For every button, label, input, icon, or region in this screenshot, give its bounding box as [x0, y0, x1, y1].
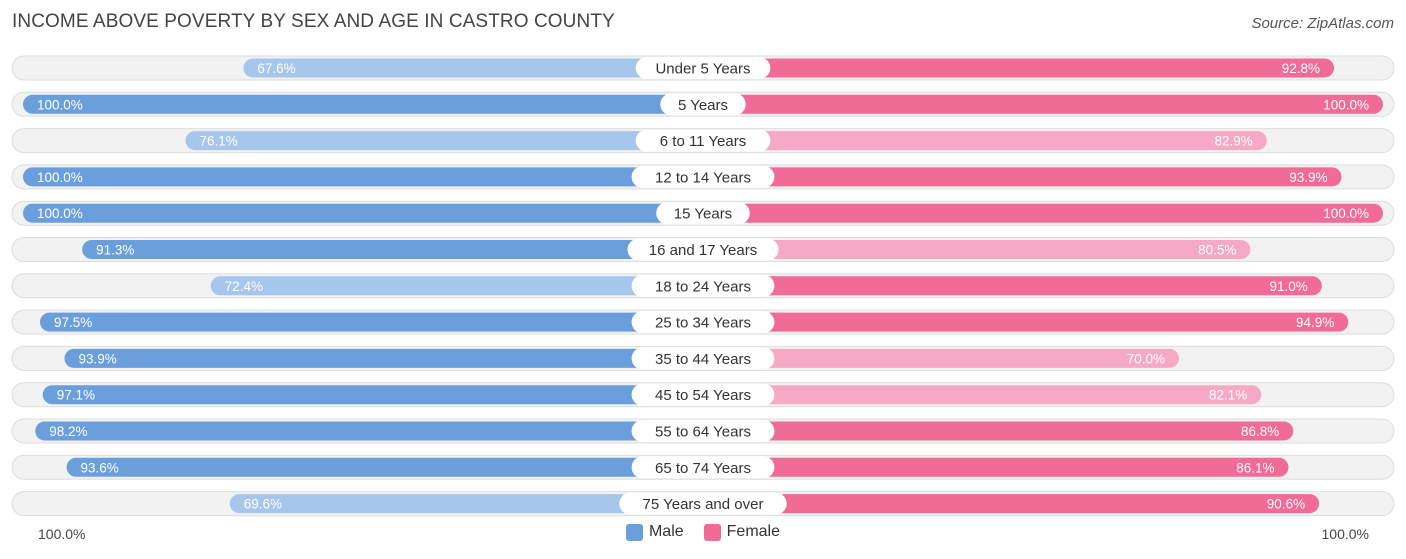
bar-male — [229, 494, 703, 514]
value-label-female: 70.0% — [1127, 351, 1165, 366]
legend-swatch-male — [625, 523, 643, 541]
bar-chart: 67.6% 92.8% Under 5 Years 100.0% 100.0% 5 Yea… — [11, 55, 1395, 517]
value-label-female: 90.6% — [1267, 497, 1305, 512]
legend: Male Female — [0, 523, 1406, 541]
value-label-male: 98.2% — [49, 424, 87, 439]
category-pill — [631, 274, 775, 297]
value-label-male: 69.6% — [244, 497, 282, 512]
value-label-male: 100.0% — [37, 97, 83, 112]
category-label: 5 Years — [678, 97, 728, 114]
value-label-male: 72.4% — [225, 279, 263, 294]
category-label: 6 to 11 Years — [660, 133, 746, 150]
bar-male — [42, 385, 704, 405]
value-label-female: 82.1% — [1209, 388, 1247, 403]
bar-female — [703, 421, 1294, 441]
value-label-male: 76.1% — [200, 134, 238, 149]
bar-male — [35, 421, 704, 441]
value-label-female: 100.0% — [1323, 97, 1369, 112]
bar-male — [64, 348, 704, 368]
bar-female — [703, 203, 1383, 223]
category-pill — [631, 420, 775, 442]
bar-male — [23, 94, 703, 114]
category-pill — [631, 383, 775, 406]
category-label: 18 to 24 Years — [655, 278, 751, 295]
value-label-male: 93.6% — [81, 460, 119, 475]
value-label-male: 93.9% — [78, 351, 116, 366]
bar-male — [185, 131, 703, 151]
value-label-male: 91.3% — [96, 243, 134, 258]
value-label-female: 93.9% — [1289, 170, 1327, 185]
bar-male — [23, 167, 703, 187]
value-label-female: 92.8% — [1282, 61, 1320, 76]
category-pill — [631, 347, 775, 370]
category-pill — [635, 57, 771, 79]
category-pill — [631, 456, 775, 479]
value-label-female: 100.0% — [1323, 206, 1369, 221]
bar-female — [703, 240, 1251, 259]
category-label: 45 to 54 Years — [655, 387, 751, 404]
value-label-female: 94.9% — [1296, 315, 1334, 330]
category-pill — [619, 492, 787, 515]
chart-title: INCOME ABOVE POVERTY BY SEX AND AGE IN C… — [12, 11, 615, 32]
axis-left-label: 100.0% — [38, 526, 86, 542]
legend-item-female: Female — [703, 523, 781, 541]
category-pill — [627, 238, 779, 261]
category-label: 12 to 14 Years — [655, 169, 751, 186]
bar-male — [82, 240, 703, 259]
legend-swatch-female — [703, 523, 721, 541]
bar-female — [703, 348, 1179, 368]
category-label: Under 5 Years — [655, 61, 750, 78]
bar-female — [703, 494, 1320, 514]
bar-female — [703, 58, 1335, 78]
bar-male — [243, 58, 703, 78]
bar-female — [703, 276, 1322, 296]
category-label: 16 and 17 Years — [649, 242, 757, 259]
axis-right-label: 100.0% — [1321, 526, 1369, 542]
category-label: 65 to 74 Years — [655, 460, 751, 477]
bar-male — [23, 203, 703, 223]
value-label-male: 97.1% — [57, 388, 95, 403]
value-label-male: 100.0% — [37, 170, 83, 185]
value-label-female: 86.1% — [1236, 460, 1274, 475]
category-pill — [635, 129, 771, 152]
category-label: 35 to 44 Years — [655, 351, 751, 368]
category-label: 15 Years — [674, 206, 732, 223]
category-pill — [656, 202, 750, 225]
category-pill — [660, 93, 746, 116]
category-pill — [631, 311, 775, 334]
bar-female — [703, 167, 1342, 187]
value-label-male: 100.0% — [37, 206, 83, 221]
value-label-male: 97.5% — [54, 315, 92, 330]
bar-female — [703, 312, 1349, 332]
bar-female — [703, 131, 1267, 151]
value-label-female: 80.5% — [1198, 243, 1236, 258]
category-label: 75 Years and over — [643, 496, 764, 513]
bar-male — [40, 312, 703, 332]
value-label-male: 67.6% — [257, 61, 295, 76]
legend-label-male: Male — [648, 523, 684, 540]
category-label: 55 to 64 Years — [655, 424, 751, 441]
bar-female — [703, 385, 1262, 405]
bar-female — [703, 94, 1383, 114]
value-label-female: 82.9% — [1214, 134, 1252, 149]
bar-female — [703, 457, 1289, 477]
source-label: Source: ZipAtlas.com — [1251, 15, 1394, 32]
category-label: 25 to 34 Years — [655, 315, 751, 332]
bar-male — [66, 457, 703, 477]
legend-item-male: Male — [625, 523, 684, 541]
value-label-female: 86.8% — [1241, 424, 1279, 439]
value-label-female: 91.0% — [1270, 279, 1308, 294]
bar-male — [210, 276, 703, 296]
legend-label-female: Female — [726, 523, 781, 540]
category-pill — [631, 165, 775, 188]
